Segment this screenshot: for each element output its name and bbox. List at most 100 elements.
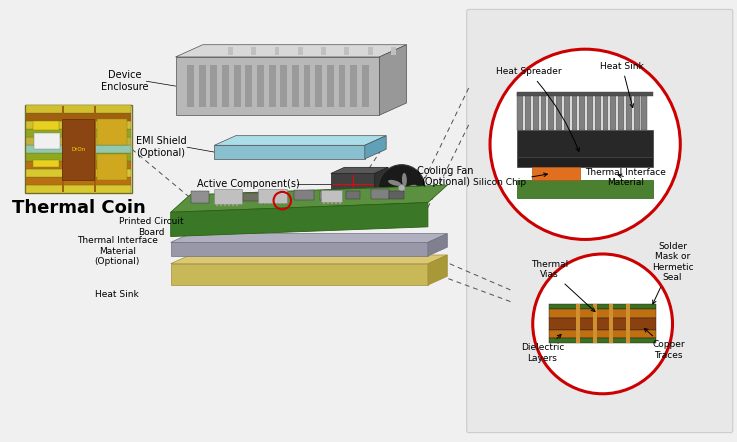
Bar — [232, 205, 234, 206]
Bar — [224, 205, 226, 206]
Polygon shape — [175, 57, 380, 115]
Bar — [540, 93, 546, 130]
Bar — [532, 167, 580, 180]
Circle shape — [533, 254, 673, 394]
Bar — [321, 190, 343, 202]
Bar — [626, 330, 630, 339]
Circle shape — [378, 165, 425, 211]
Polygon shape — [171, 255, 447, 264]
Polygon shape — [428, 255, 447, 285]
Bar — [257, 65, 264, 107]
Bar — [593, 305, 597, 309]
Text: Thermal Interface
Material
(Optional): Thermal Interface Material (Optional) — [77, 236, 158, 266]
Bar — [276, 202, 277, 205]
Bar — [327, 65, 334, 107]
Ellipse shape — [404, 185, 417, 191]
Ellipse shape — [399, 191, 409, 202]
Bar — [576, 309, 580, 318]
Bar — [63, 118, 94, 180]
Text: Silicon Chip: Silicon Chip — [473, 173, 548, 187]
Polygon shape — [428, 234, 447, 256]
Text: EMI Shield
(Optional): EMI Shield (Optional) — [136, 137, 186, 158]
Bar — [389, 191, 404, 198]
Bar — [362, 65, 368, 107]
Bar — [26, 145, 131, 153]
Bar — [533, 93, 539, 130]
Bar — [192, 191, 209, 202]
Text: Thermal Interface
Material: Thermal Interface Material — [585, 168, 666, 187]
Ellipse shape — [391, 187, 399, 199]
Bar — [576, 339, 580, 343]
Bar — [517, 92, 653, 96]
Bar — [626, 318, 630, 330]
Bar — [279, 202, 282, 205]
Bar — [216, 205, 218, 206]
Bar — [549, 305, 656, 309]
Text: DrOn: DrOn — [71, 147, 85, 152]
Polygon shape — [365, 136, 386, 159]
Bar — [593, 339, 597, 343]
Bar — [280, 65, 287, 107]
Bar — [338, 65, 346, 107]
Bar — [626, 339, 630, 343]
Polygon shape — [331, 173, 374, 195]
Bar — [228, 47, 233, 55]
Bar — [549, 339, 656, 343]
Bar — [298, 47, 303, 55]
Bar — [576, 305, 580, 309]
Bar — [26, 114, 131, 122]
Bar — [220, 205, 222, 206]
Bar — [26, 161, 131, 169]
Bar — [634, 93, 640, 130]
Polygon shape — [214, 145, 365, 159]
Bar — [321, 47, 326, 55]
Ellipse shape — [388, 180, 401, 186]
Bar — [609, 305, 613, 309]
Bar — [26, 177, 131, 185]
Bar — [368, 47, 373, 55]
Bar — [587, 93, 593, 130]
Bar — [344, 47, 349, 55]
Text: Printed Circuit
Board: Printed Circuit Board — [119, 217, 184, 236]
Bar — [609, 339, 613, 343]
Ellipse shape — [402, 173, 407, 187]
Bar — [517, 157, 653, 167]
Bar — [268, 202, 270, 205]
Bar — [618, 93, 624, 130]
Text: Dielectric
Layers: Dielectric Layers — [521, 335, 564, 363]
Polygon shape — [380, 45, 407, 115]
Bar — [32, 121, 59, 130]
Bar — [331, 202, 333, 203]
Text: Thermal Coin: Thermal Coin — [12, 199, 145, 217]
Bar — [269, 65, 276, 107]
Bar — [251, 47, 256, 55]
Bar — [626, 305, 630, 309]
Bar — [556, 93, 562, 130]
Bar — [94, 107, 96, 192]
Polygon shape — [214, 136, 386, 145]
Bar — [315, 65, 322, 107]
Bar — [217, 192, 237, 202]
Bar — [26, 137, 131, 145]
Bar — [242, 193, 264, 201]
Bar — [626, 93, 632, 130]
Bar — [304, 65, 310, 107]
Bar — [228, 205, 230, 206]
Bar — [346, 191, 360, 198]
Bar — [63, 107, 64, 192]
Bar — [549, 309, 656, 318]
Text: Copper
Traces: Copper Traces — [644, 328, 685, 360]
Bar — [603, 93, 609, 130]
Bar — [576, 318, 580, 330]
Text: Active Component(s): Active Component(s) — [197, 179, 300, 189]
Polygon shape — [175, 45, 407, 57]
Bar — [641, 93, 647, 130]
Bar — [548, 93, 554, 130]
Bar — [595, 93, 601, 130]
Bar — [564, 93, 570, 130]
Polygon shape — [171, 185, 447, 212]
Bar — [609, 318, 613, 330]
Text: Heat Sink: Heat Sink — [600, 61, 644, 107]
Bar — [211, 65, 217, 107]
Bar — [26, 153, 131, 161]
